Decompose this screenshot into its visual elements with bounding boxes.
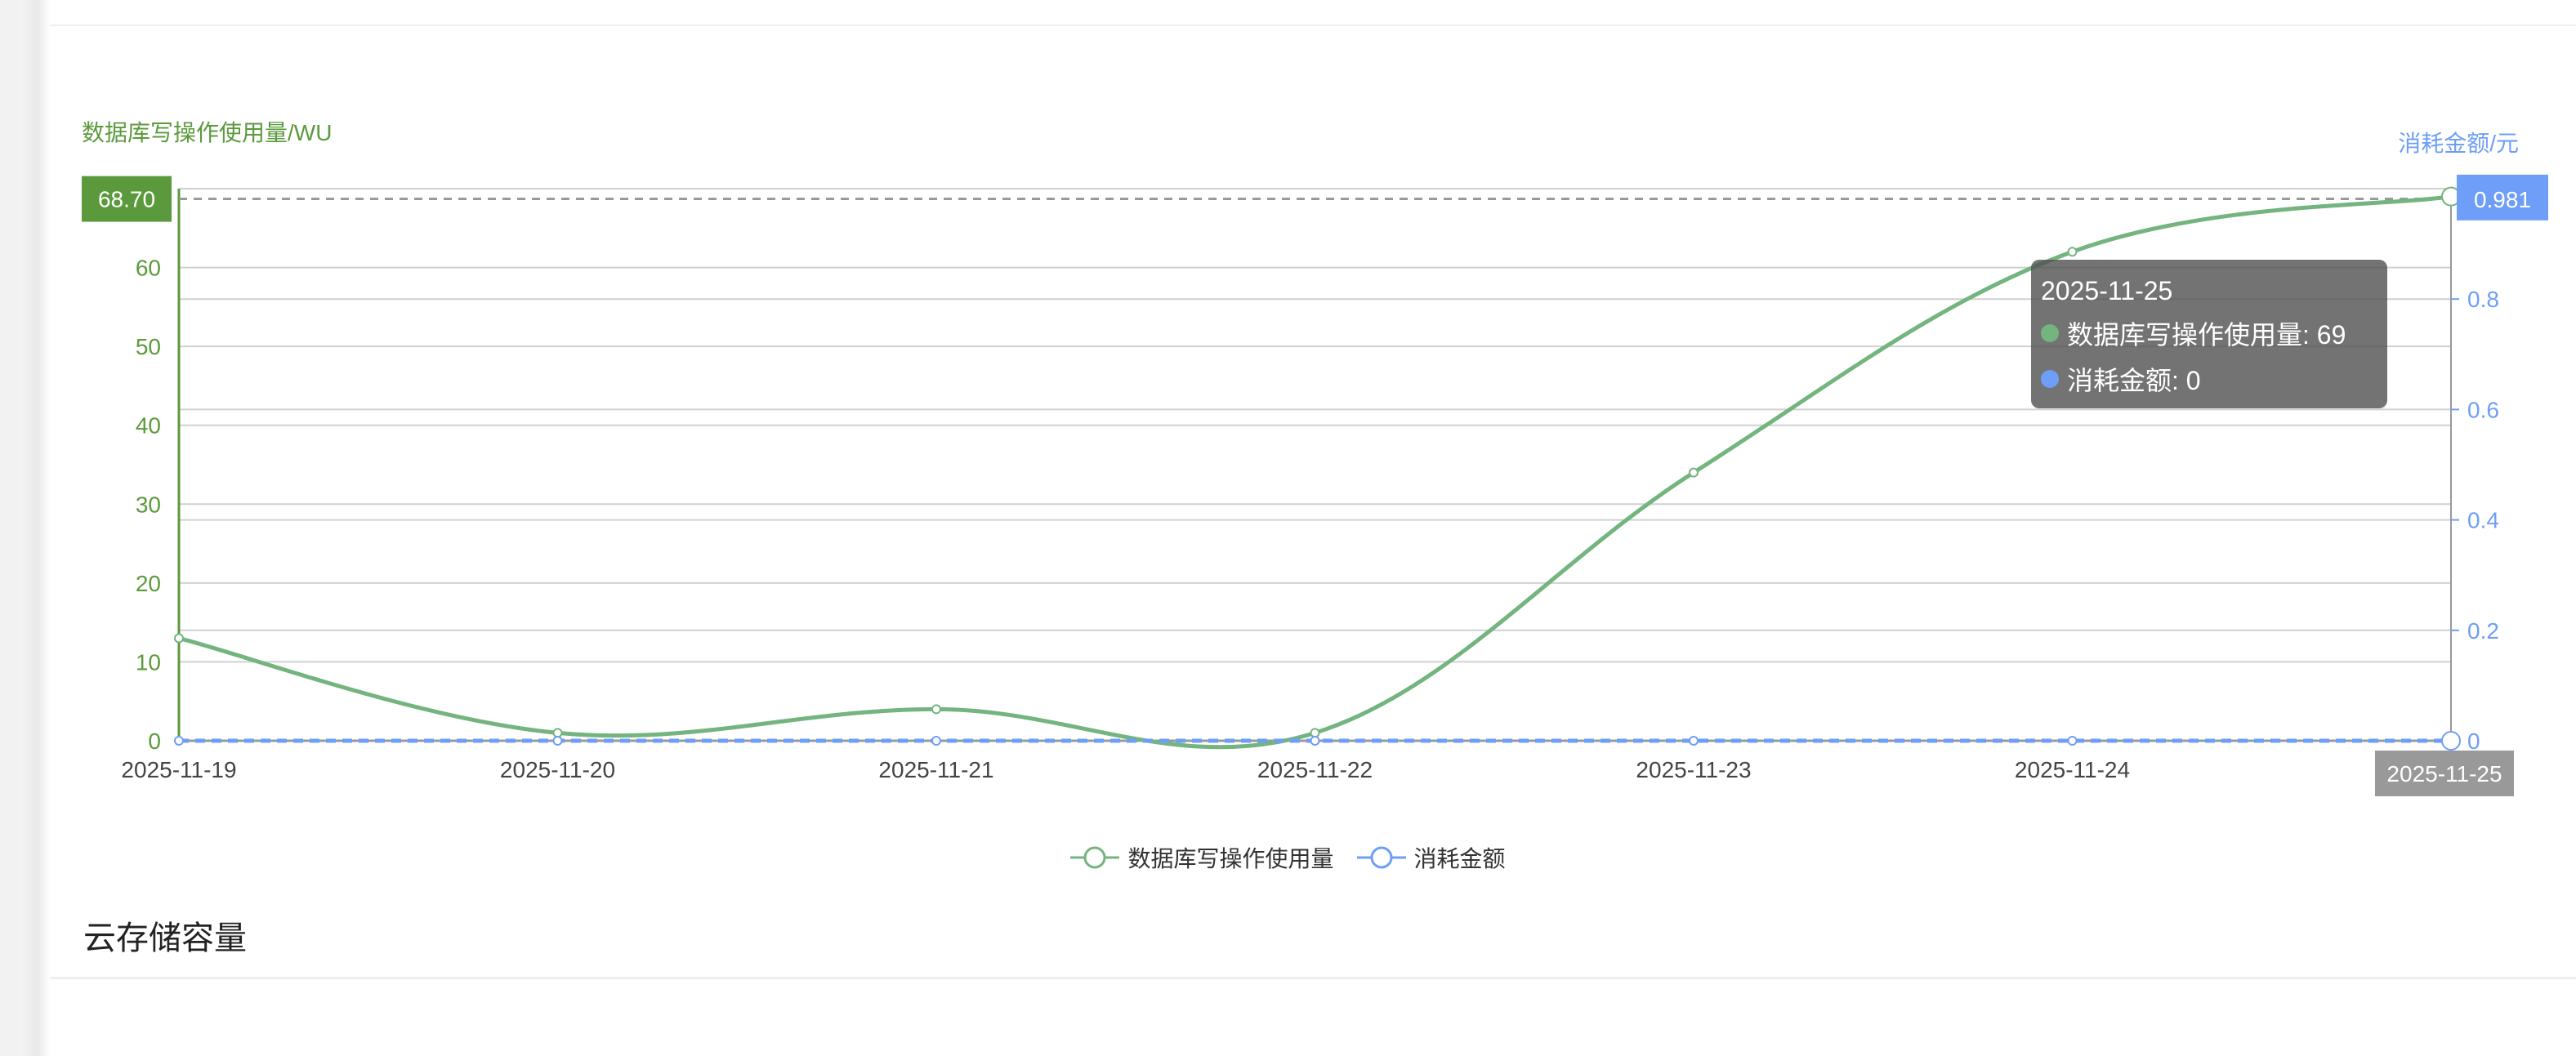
axis-pointer-right-label: 0.981 bbox=[2474, 187, 2531, 212]
axis-pointer-left-badge bbox=[82, 176, 172, 222]
left-axis-title: 数据库写操作使用量/WU bbox=[82, 120, 332, 145]
tooltip-row-label: 消耗金额: 0 bbox=[2067, 366, 2201, 395]
left-tick-label: 10 bbox=[136, 649, 161, 675]
axis-pointer-left-label: 68.70 bbox=[98, 187, 155, 212]
left-tick-label: 40 bbox=[136, 413, 161, 439]
axis-pointer-x-badge bbox=[2375, 751, 2514, 796]
left-tick-label: 0 bbox=[148, 729, 161, 754]
top-divider bbox=[51, 25, 2576, 26]
data-point-1 bbox=[174, 633, 184, 644]
series-dot-icon bbox=[2041, 370, 2059, 388]
axis-pointer-x-label: 2025-11-25 bbox=[2386, 761, 2502, 786]
right-tick-label: 0.6 bbox=[2467, 397, 2499, 422]
data-point-1 bbox=[1310, 728, 1320, 738]
right-tick-label: 0.4 bbox=[2467, 508, 2499, 533]
right-axis-title: 消耗金额/元 bbox=[2398, 131, 2519, 156]
data-point-1 bbox=[1689, 467, 1699, 478]
right-tick-label: 0 bbox=[2467, 729, 2480, 754]
data-point-2 bbox=[1689, 736, 1699, 746]
page-left-strip bbox=[0, 0, 18, 1056]
chart-legend: 数据库写操作使用量 消耗金额 bbox=[0, 841, 2576, 874]
data-point-1 bbox=[2067, 247, 2078, 257]
data-point-2 bbox=[931, 736, 941, 746]
tooltip-row-label: 数据库写操作使用量: 69 bbox=[2067, 320, 2346, 350]
data-point-2 bbox=[552, 736, 563, 746]
legend-item-cost[interactable]: 消耗金额 bbox=[1356, 841, 1506, 874]
right-tick-label: 0.2 bbox=[2467, 618, 2499, 644]
series-dot-icon bbox=[2041, 324, 2059, 342]
legend-item-write-usage[interactable]: 数据库写操作使用量 bbox=[1070, 841, 1334, 874]
tooltip-row-cost: 消耗金额: 0 bbox=[2041, 360, 2377, 398]
left-tick-label: 60 bbox=[136, 256, 161, 281]
content-panel bbox=[51, 0, 2576, 1056]
x-tick-label: 2025-11-23 bbox=[1636, 757, 1751, 782]
legend-label: 消耗金额 bbox=[1413, 846, 1506, 871]
data-point-2 bbox=[2067, 736, 2078, 746]
axis-pointer-right-badge bbox=[2457, 174, 2548, 221]
section-title-cloud-storage: 云存储容量 bbox=[83, 920, 247, 956]
data-point-2 bbox=[2441, 731, 2461, 751]
tooltip-row-write-usage: 数据库写操作使用量: 69 bbox=[2041, 314, 2377, 352]
right-tick-label: 0.8 bbox=[2467, 287, 2499, 312]
data-point-2 bbox=[174, 736, 184, 746]
left-tick-label: 20 bbox=[136, 571, 161, 596]
x-tick-label: 2025-11-20 bbox=[500, 757, 615, 782]
x-tick-label: 2025-11-21 bbox=[878, 757, 993, 782]
data-point-1 bbox=[552, 728, 563, 738]
x-tick-label: 2025-11-19 bbox=[121, 757, 236, 782]
page-left-shadow bbox=[18, 0, 51, 1056]
chart-tooltip: 2025-11-25 数据库写操作使用量: 69 消耗金额: 0 bbox=[2031, 260, 2387, 408]
left-tick-label: 30 bbox=[136, 492, 161, 517]
legend-label: 数据库写操作使用量 bbox=[1127, 846, 1334, 871]
tooltip-title: 2025-11-25 bbox=[2041, 276, 2173, 305]
x-tick-label: 2025-11-22 bbox=[1257, 757, 1373, 782]
data-point-1 bbox=[931, 704, 941, 715]
left-tick-label: 50 bbox=[136, 334, 161, 359]
data-point-2 bbox=[1310, 736, 1320, 746]
section-divider bbox=[51, 977, 2576, 979]
x-tick-label: 2025-11-24 bbox=[2015, 757, 2130, 782]
